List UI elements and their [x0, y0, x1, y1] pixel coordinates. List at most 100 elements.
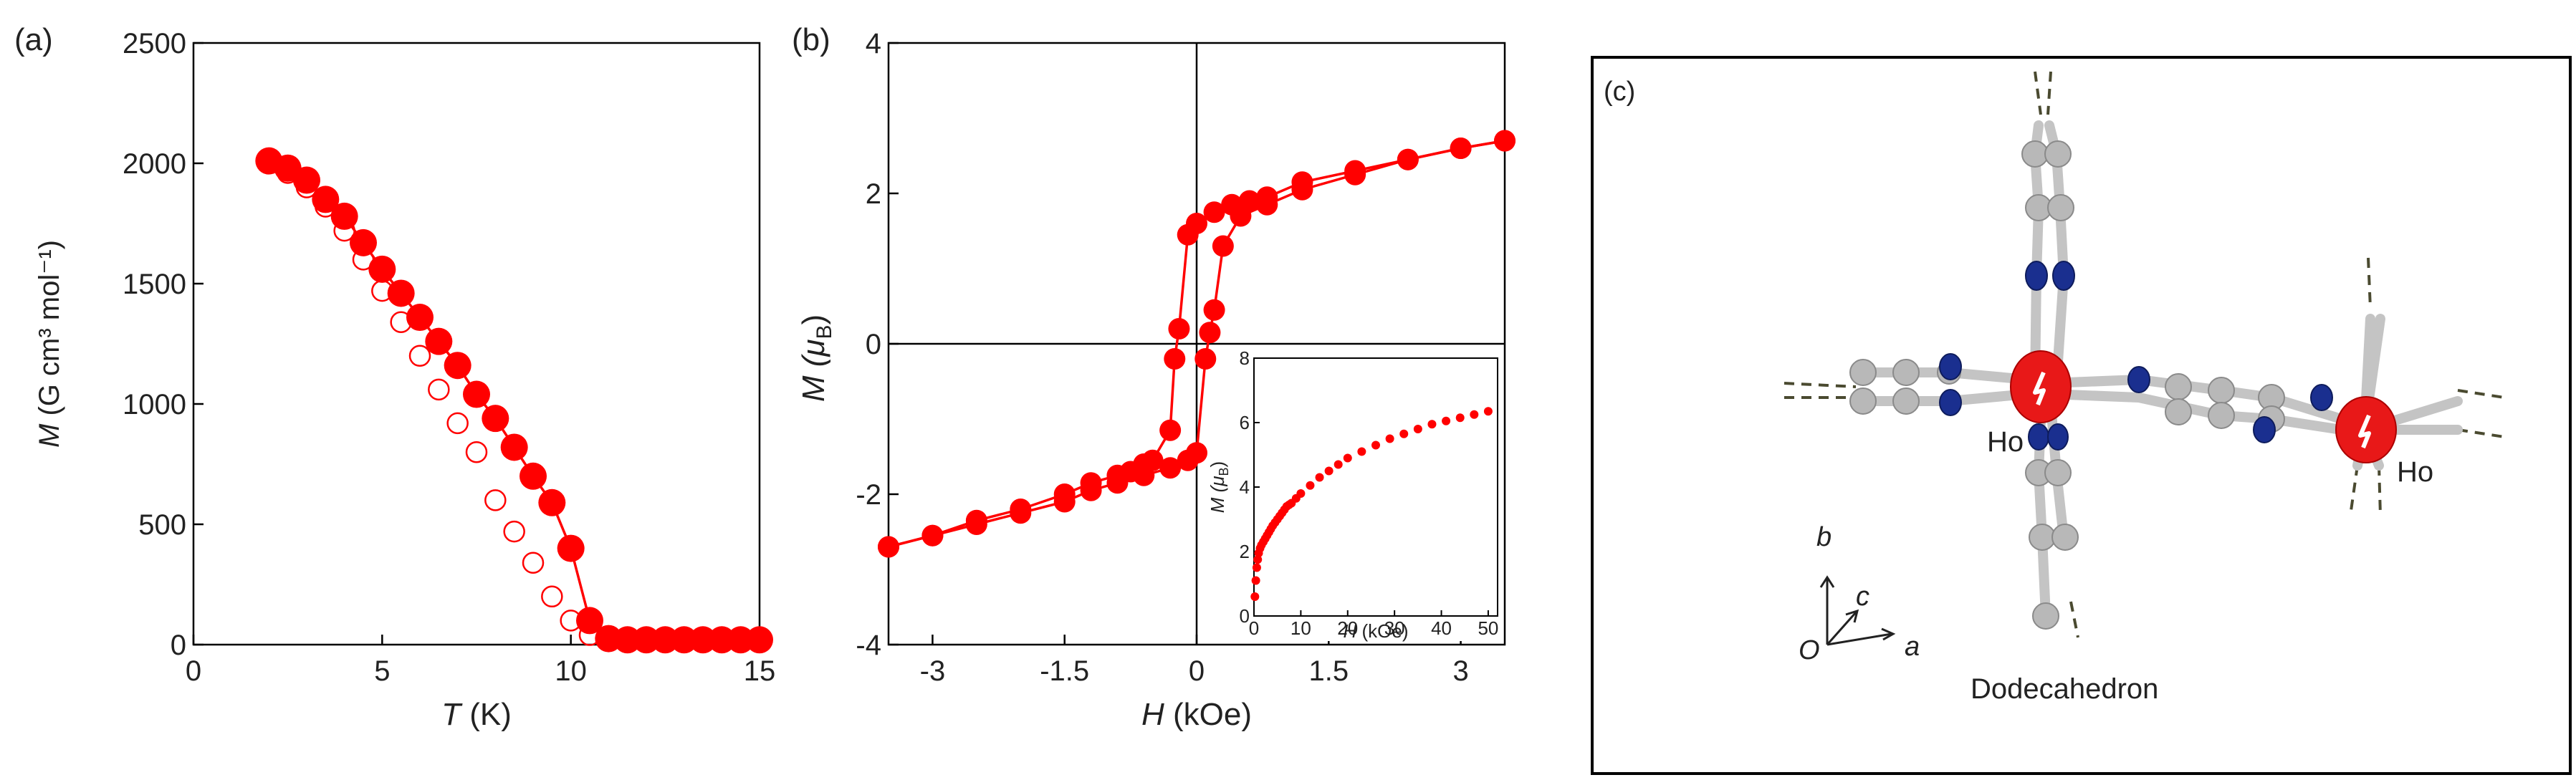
panel-a-label: (a) [14, 22, 53, 57]
hysteresis-point [1344, 163, 1366, 186]
inset-point [1427, 420, 1437, 429]
ho-label-2: Ho [2397, 456, 2433, 488]
open-point [428, 378, 450, 401]
open-point [541, 585, 563, 608]
inset-point [1371, 440, 1380, 450]
inset-point [1455, 413, 1465, 423]
x-tick-label: -3 [920, 655, 946, 687]
hysteresis-point [1212, 235, 1234, 257]
dodecahedron-caption: Dodecahedron [1971, 673, 2158, 705]
spin-arrow-icon [2358, 414, 2371, 449]
hysteresis-point [1494, 130, 1516, 152]
panel-b-inset: 0 10 20 30 40 50 0 2 4 6 8 H (kOe) M (μB) [1207, 347, 1498, 642]
filled-point [727, 626, 755, 654]
hysteresis-point [921, 524, 944, 547]
coordination-dashes [1783, 71, 2505, 638]
panel-b-y-label: M (μB) [796, 314, 836, 402]
y-tick-label: 0 [866, 329, 881, 360]
x-tick-label: 5 [374, 655, 390, 687]
inset-y-tick-label: 8 [1240, 347, 1250, 369]
filled-point [482, 405, 509, 433]
inset-x-tick-label: 20 [1337, 617, 1358, 639]
filled-point [330, 202, 358, 230]
panel-c-label: (c) [1604, 77, 1635, 107]
panel-b-label: (b) [792, 22, 830, 57]
filled-point [387, 279, 415, 307]
panel-a-frame [192, 42, 761, 646]
inset-point [1252, 563, 1261, 572]
axis-a-label: a [1905, 632, 1920, 662]
x-tick-label: 0 [1189, 655, 1205, 687]
open-point [408, 345, 431, 367]
filled-series-line [268, 160, 760, 642]
x-tick-label: 3 [1452, 655, 1468, 687]
panel-a-open-series [258, 152, 658, 653]
y-tick-label: 2 [866, 178, 881, 210]
inset-point [1253, 555, 1263, 564]
hysteresis-point [1168, 318, 1190, 340]
filled-point [689, 626, 717, 654]
open-point [446, 412, 469, 435]
spin-arrow-icon [2033, 371, 2046, 406]
filled-point [708, 626, 736, 654]
panel-c: (c) [1591, 56, 2572, 775]
y-tick-label: 4 [866, 28, 881, 59]
open-point [522, 552, 545, 574]
y-tick-label: 1500 [123, 269, 186, 300]
inset-y-tick-label: 0 [1240, 605, 1250, 627]
inset-point [1251, 576, 1260, 585]
filled-point [670, 626, 698, 654]
hysteresis-point [1397, 148, 1419, 170]
inset-y-tick-label: 4 [1240, 476, 1250, 498]
panel-a-y-label: M (G cm³ mol⁻¹) [34, 240, 65, 448]
panel-b-ticks: -3 -1.5 0 1.5 3 -4 -2 0 2 4 [856, 28, 1468, 687]
axis-triad [1819, 575, 1896, 646]
inset-point [1250, 592, 1260, 601]
axis-c-label: c [1856, 582, 1869, 612]
hysteresis-point [1450, 138, 1472, 159]
filled-point [293, 166, 320, 194]
filled-point [350, 228, 377, 256]
filled-point [519, 462, 547, 490]
hysteresis-point [1230, 205, 1252, 227]
inset-point [1399, 429, 1409, 438]
hysteresis-point [1256, 193, 1278, 216]
ho-atom-2 [2335, 396, 2397, 463]
hysteresis-point [1133, 464, 1155, 486]
hysteresis-point [1053, 491, 1076, 513]
nitrogen-atoms [1939, 261, 2333, 451]
ho-atom-1 [2010, 350, 2072, 423]
filled-point [312, 186, 340, 213]
panel-a-filled-series [255, 147, 773, 654]
inset-x-tick-label: 40 [1431, 617, 1452, 639]
inset-point [1343, 453, 1352, 463]
panel-a-x-label: T (K) [441, 697, 512, 732]
inset-x-tick-label: 0 [1249, 617, 1259, 639]
hysteresis-point [878, 536, 899, 558]
crystal-structure-illustration: Ho Ho [1783, 71, 2505, 638]
hysteresis-point [1199, 322, 1221, 344]
hysteresis-point [965, 514, 987, 535]
inset-background [1240, 355, 1501, 641]
inset-point [1334, 460, 1343, 469]
y-tick-label: 0 [171, 630, 186, 661]
x-tick-label: 10 [555, 655, 587, 687]
filled-point [633, 626, 660, 654]
filled-point [425, 327, 453, 355]
filled-point [557, 534, 585, 562]
inset-x-tick-label: 10 [1291, 617, 1311, 639]
hysteresis-point [1159, 419, 1182, 441]
panel-b-series [878, 130, 1516, 558]
y-tick-label: 2000 [123, 148, 186, 180]
filled-point [500, 433, 528, 461]
y-tick-label: 500 [138, 509, 186, 541]
open-point [503, 520, 525, 543]
filled-point [444, 352, 471, 380]
inset-point [1470, 410, 1479, 419]
inset-point [1306, 481, 1315, 490]
filled-point [538, 488, 566, 516]
inset-point [1385, 434, 1394, 443]
axis-origin-label: O [1799, 635, 1820, 665]
inset-point [1483, 407, 1493, 416]
